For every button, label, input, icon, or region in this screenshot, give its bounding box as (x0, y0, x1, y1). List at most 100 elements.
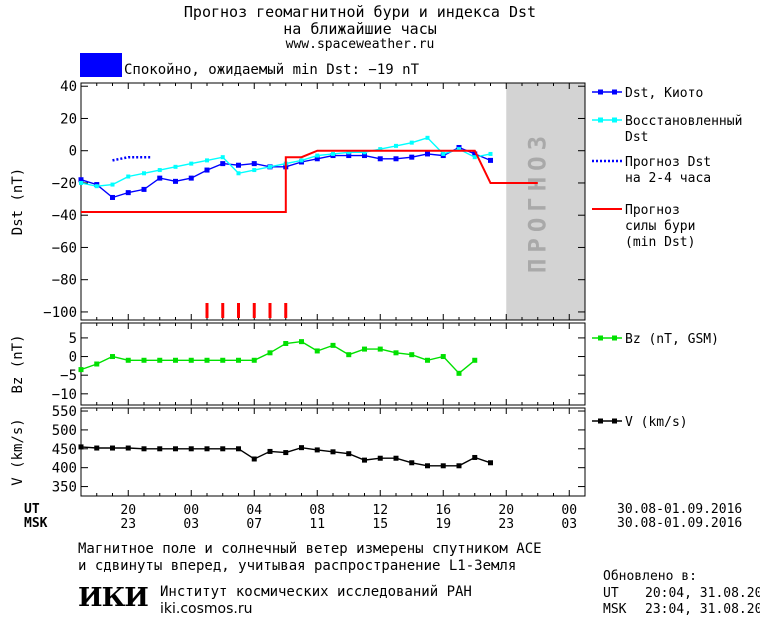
y-tick-label: 450 (52, 442, 77, 458)
legend-storm-forecast-label: силы бури (625, 219, 695, 234)
data-point (425, 135, 430, 140)
y-tick-label: 500 (52, 423, 77, 439)
legend-dst-restored-label: Dst (625, 130, 648, 145)
data-point (157, 357, 163, 363)
data-point (409, 140, 414, 145)
y-tick-label: 5 (69, 331, 77, 347)
data-point (251, 161, 257, 167)
y-tick-label: −60 (52, 240, 77, 256)
msk-tick-label: 07 (246, 517, 262, 532)
data-point (125, 190, 131, 196)
footer-note-line2: и сдвинуты вперед, учитывая распростране… (78, 558, 517, 574)
data-point (314, 348, 320, 354)
v-panel: 550 500 450 400 350 V (km/s) (10, 404, 586, 497)
data-point (456, 463, 462, 469)
data-point (204, 357, 210, 363)
msk-tick-label: 11 (309, 517, 325, 532)
legend-bz-marker (612, 335, 617, 341)
data-point (377, 455, 383, 461)
legend-v-marker (612, 418, 617, 424)
series-line-Прогноз Dst на 2-4 часа (112, 155, 152, 162)
data-point (425, 357, 430, 363)
data-point (94, 445, 100, 451)
data-point (236, 446, 241, 452)
legend-v-marker (598, 418, 603, 424)
ut-tick-label: 20 (498, 503, 514, 518)
y-axis-label: Dst (nT) (10, 168, 26, 235)
legend-bz-marker (598, 335, 603, 341)
msk-tick-label: 15 (372, 517, 388, 532)
chart-title-line1: Прогноз геомагнитной бури и индекса Dst (183, 3, 537, 21)
data-point (141, 186, 147, 192)
updated-ut-label: UT (603, 586, 619, 601)
data-point (425, 463, 430, 469)
data-point (173, 178, 178, 184)
legend-dst-kyoto-label: Dst, Киото (625, 86, 703, 101)
y-axis-label: V (km/s) (10, 418, 26, 485)
data-point (110, 354, 115, 360)
data-point (251, 357, 257, 363)
y-tick-label: −80 (52, 273, 77, 289)
y-axis-label: Bz (nT) (10, 334, 26, 393)
data-point (252, 168, 257, 173)
status-text: Спокойно, ожидаемый min Dst: −19 nT (124, 62, 420, 78)
ut-tick-label: 08 (309, 503, 325, 518)
data-point (472, 151, 478, 157)
data-point (378, 147, 383, 152)
data-point (488, 157, 493, 163)
footer-note-line1: Магнитное поле и солнечный ветер измерен… (78, 541, 542, 557)
data-point (173, 357, 178, 363)
legend-bz-label: Bz (nT, GSM) (625, 332, 719, 347)
y-tick-label: −40 (52, 208, 77, 224)
data-point (393, 156, 399, 162)
data-point (393, 455, 399, 461)
legend-dst-kyoto-marker (598, 89, 603, 95)
ut-tick-label: 12 (372, 503, 388, 518)
y-tick-label: 550 (52, 404, 77, 420)
data-point (157, 175, 163, 181)
data-point (346, 451, 352, 457)
data-point (267, 448, 273, 454)
updated-msk: 23:04, 31.08.2016 (645, 602, 760, 617)
data-point (393, 350, 399, 356)
msk-tick-label: 23 (498, 517, 514, 532)
data-point (457, 147, 461, 152)
data-point (456, 370, 462, 376)
data-point (125, 357, 131, 363)
data-point (78, 367, 84, 373)
data-point (472, 454, 478, 460)
data-point (157, 446, 163, 452)
data-point (299, 445, 304, 451)
data-point (204, 167, 210, 173)
msk-axis-label: MSK (24, 516, 48, 531)
iki-logo: ИКИ (78, 583, 149, 613)
legend-storm-forecast-label: (min Dst) (625, 235, 695, 250)
data-point (299, 158, 304, 163)
data-point (236, 171, 241, 176)
data-point (79, 180, 83, 185)
legend-dst-forecast-label: Прогноз Dst (625, 155, 711, 170)
y-tick-label: −5 (60, 368, 77, 384)
data-point (220, 161, 226, 167)
data-point (441, 151, 446, 156)
panel-frame (80, 322, 586, 406)
data-point (330, 449, 336, 455)
data-point (141, 446, 147, 452)
data-point (409, 460, 415, 466)
data-point (142, 171, 146, 176)
data-point (173, 164, 178, 169)
y-tick-label: 0 (69, 350, 77, 366)
legend-dst-restored-marker (612, 117, 617, 123)
data-point (220, 155, 225, 160)
data-point (314, 447, 320, 453)
data-point (362, 153, 367, 159)
data-point (409, 352, 415, 358)
ut-tick-label: 20 (120, 503, 136, 518)
data-point (126, 174, 131, 179)
data-point (204, 446, 210, 452)
data-point (157, 168, 162, 173)
data-point (472, 155, 477, 160)
ut-axis-label: UT (24, 502, 40, 517)
data-point (488, 151, 493, 156)
y-tick-label: 0 (69, 144, 77, 160)
